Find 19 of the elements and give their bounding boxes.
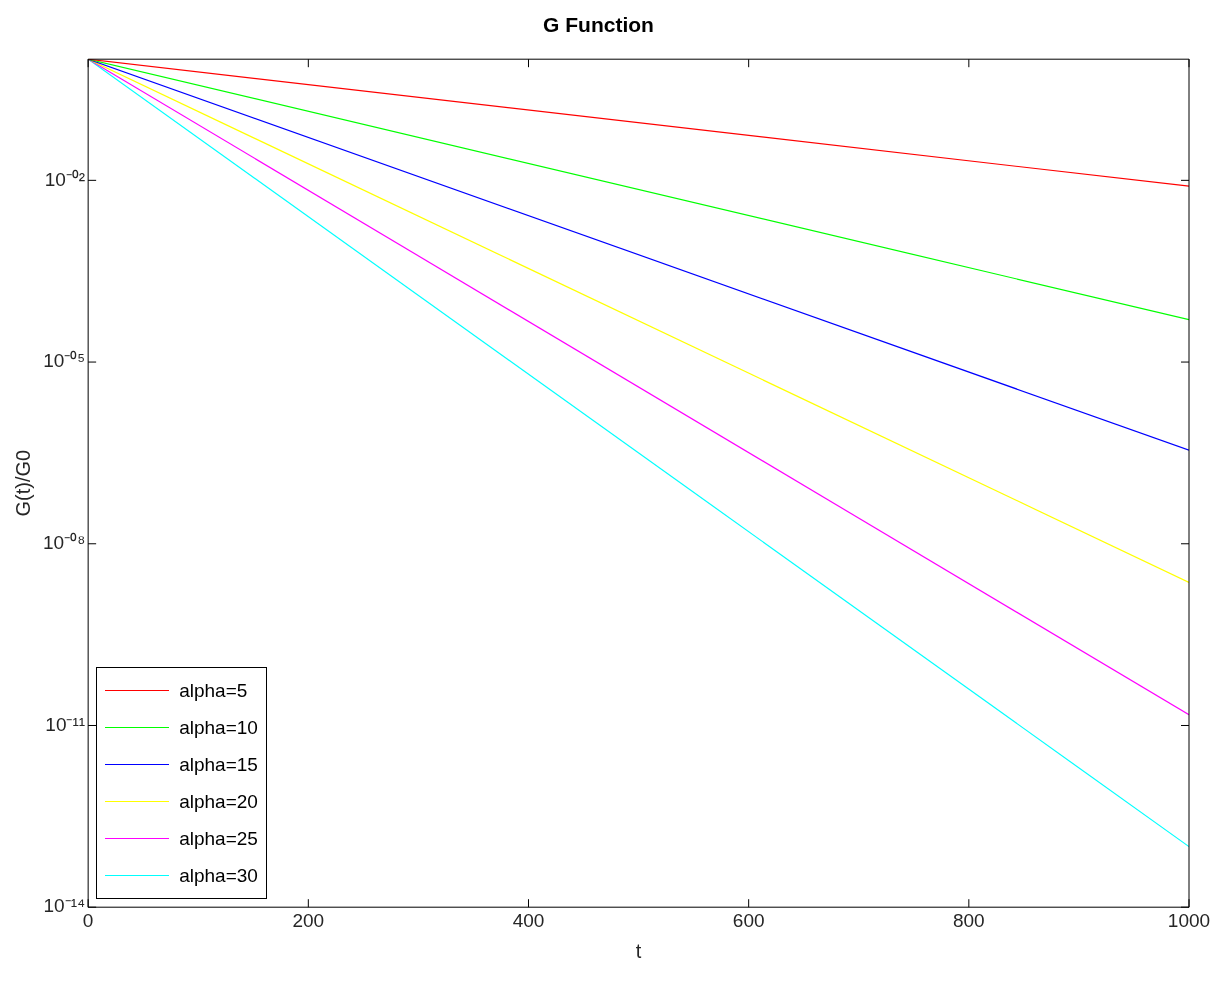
- y-axis-title: G(t)/G0: [11, 449, 34, 517]
- x-tick-label: 200: [292, 909, 325, 931]
- legend-label: alpha=15: [179, 753, 258, 776]
- legend-label: alpha=10: [179, 716, 258, 739]
- legend-label: alpha=20: [179, 790, 258, 813]
- x-tick-label: 0: [82, 909, 94, 931]
- x-tick-label: 400: [512, 909, 545, 931]
- legend-label: alpha=25: [179, 827, 258, 850]
- y-tick-label: 10⁻¹¹: [45, 713, 86, 735]
- x-axis-title: t: [635, 939, 642, 962]
- y-tick-label: 10⁻⁰⁸: [42, 532, 86, 554]
- x-tick-label: 800: [952, 909, 985, 931]
- x-tick-label: 1000: [1167, 909, 1211, 931]
- y-tick-label: 10⁻⁰²: [44, 168, 86, 190]
- x-tick-label: 600: [732, 909, 765, 931]
- legend-label: alpha=5: [179, 679, 248, 702]
- legend-label: alpha=30: [179, 864, 258, 887]
- chart-title: G Function: [543, 13, 654, 37]
- y-tick-label: 10⁻⁰⁵: [43, 350, 86, 372]
